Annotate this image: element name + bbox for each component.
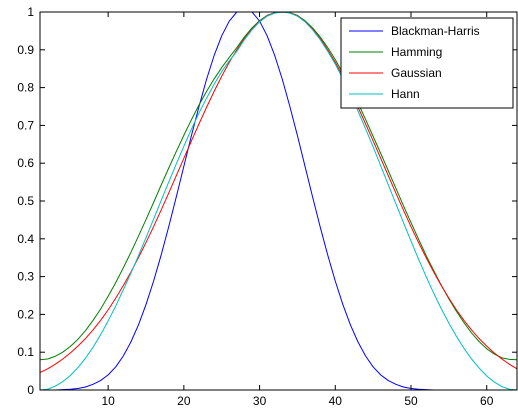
x-tick-label: 20 [177, 394, 191, 408]
axes-layer: 10 20 30 40 50 60 0 0.1 0.2 0.3 0.4 0.5 0.6 0.7 0.8 0.9… [17, 5, 518, 408]
x-tick-label: 30 [253, 394, 267, 408]
legend-label-hann: Hann [391, 87, 420, 101]
x-tick-label: 40 [329, 394, 343, 408]
y-tick-label: 0.3 [17, 270, 34, 284]
y-tick-label: 0.9 [17, 43, 34, 57]
legend-box [340, 17, 514, 109]
series-line-hann [39, 11, 518, 391]
y-tick-label: 0.2 [17, 307, 34, 321]
legend-label-hamming: Hamming [391, 45, 442, 59]
y-tick-label: 0.4 [17, 232, 34, 246]
y-tick-label: 0.7 [17, 118, 34, 132]
legend-label-gaussian: Gaussian [391, 66, 442, 80]
y-tick-label: 0.5 [17, 194, 34, 208]
y-tick-label: 0.6 [17, 156, 34, 170]
legend-label-blackman-harris: Blackman-Harris [391, 24, 480, 38]
y-tick-label: 0 [27, 383, 34, 397]
legend: Blackman-Harris Hamming Gaussian Hann [340, 17, 514, 109]
y-tick-label: 0.8 [17, 81, 34, 95]
y-tick-label: 0.1 [17, 345, 34, 359]
y-tick-label: 1 [27, 5, 34, 19]
x-tick-label: 50 [404, 394, 418, 408]
x-tick-label: 60 [480, 394, 494, 408]
x-tick-label: 10 [101, 394, 115, 408]
